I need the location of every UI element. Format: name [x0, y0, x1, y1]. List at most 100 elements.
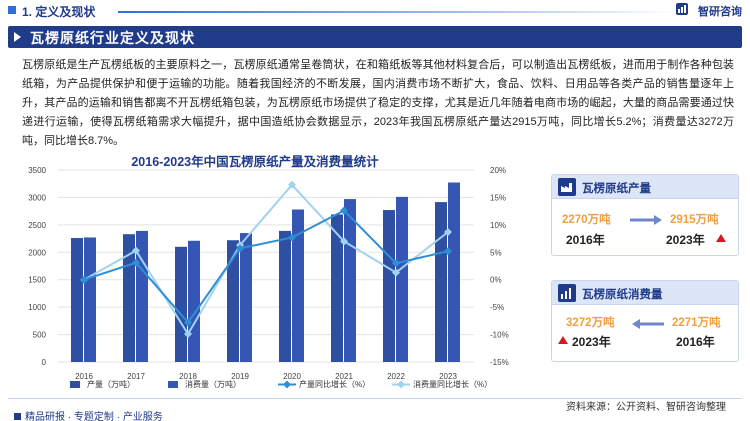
x-tick-label: 2016 — [75, 372, 93, 381]
legend-swatch — [70, 381, 80, 388]
header-rule — [118, 11, 678, 13]
consumption-card-title: 瓦楞原纸消费量 — [582, 289, 663, 301]
consumption-card-header: 瓦楞原纸消费量 — [552, 281, 738, 305]
bar — [279, 230, 291, 362]
right-arrow-icon — [630, 215, 662, 225]
series-line — [83, 209, 449, 325]
left-arrow-icon — [632, 319, 664, 329]
line-point — [132, 246, 140, 255]
production-to-year: 2023年 — [666, 233, 705, 247]
source-note: 资料来源：公开资料、智研咨询整理 — [566, 402, 726, 413]
consumption-to-value: 3272万吨 — [566, 317, 615, 329]
x-tick-label: 2017 — [127, 372, 145, 381]
factory-icon — [558, 178, 576, 196]
y-right-tick-label: 5% — [490, 248, 502, 257]
y-right-tick-label: -10% — [490, 331, 509, 340]
footer-item[interactable]: 专题定制 — [73, 412, 114, 421]
y-left-tick-label: 500 — [33, 331, 47, 340]
bar — [448, 182, 460, 362]
line-point — [80, 275, 88, 284]
consumption-from-year: 2016年 — [676, 335, 715, 349]
production-from-year: 2016年 — [566, 233, 605, 247]
legend-swatch — [283, 380, 291, 389]
chart-title: 2016-2023年中国瓦楞原纸产量及消费量统计 — [131, 155, 379, 169]
production-card-title: 瓦楞原纸产量 — [582, 183, 651, 195]
line-point — [392, 268, 400, 277]
legend-label: 消费量同比增长（%） — [413, 379, 492, 389]
line-point — [340, 206, 348, 215]
bar — [396, 196, 408, 362]
bar — [331, 214, 343, 362]
increase-arrow-icon — [558, 336, 568, 344]
legend-swatch — [397, 380, 405, 389]
y-left-tick-label: 3000 — [28, 193, 46, 202]
consumption-from-value: 2271万吨 — [672, 317, 721, 329]
footer-rule — [8, 398, 742, 399]
production-from-value: 2270万吨 — [562, 214, 611, 226]
x-tick-label: 2021 — [335, 372, 353, 381]
title-banner: 瓦楞原纸行业定义及现状 — [8, 26, 742, 48]
x-tick-label: 2022 — [387, 372, 405, 381]
banner-arrow-icon — [14, 32, 21, 42]
line-point — [184, 318, 192, 327]
production-card: 瓦楞原纸产量 2270万吨 2016年 2915万吨 2023年 — [551, 174, 739, 256]
y-right-tick-label: 20% — [490, 166, 506, 175]
line-point — [288, 180, 296, 189]
y-right-tick-label: 10% — [490, 221, 506, 230]
y-right-tick-label: -5% — [490, 303, 504, 312]
line-point — [340, 237, 348, 246]
bar — [435, 202, 447, 362]
y-left-tick-label: 1500 — [28, 276, 46, 285]
production-card-header: 瓦楞原纸产量 — [552, 175, 738, 199]
footer-separator: · — [67, 412, 72, 421]
line-point — [392, 259, 400, 268]
section-marker — [8, 6, 16, 14]
bar — [240, 233, 252, 362]
brand-name: 智研咨询 — [698, 6, 742, 18]
bar — [292, 209, 304, 362]
y-right-tick-label: -15% — [490, 358, 509, 367]
x-tick-label: 2018 — [179, 372, 197, 381]
footer-item[interactable]: 产业服务 — [122, 412, 163, 421]
line-point — [132, 258, 140, 267]
line-point — [444, 247, 452, 256]
footer-item[interactable]: 精品研报 — [25, 412, 65, 421]
x-tick-label: 2023 — [439, 372, 457, 381]
section-title: 1. 定义及现状 — [22, 5, 96, 19]
bar — [123, 234, 135, 362]
x-tick-label: 2020 — [283, 372, 301, 381]
line-point — [288, 233, 296, 242]
y-left-tick-label: 1000 — [28, 303, 46, 312]
legend-swatch — [168, 381, 178, 388]
bar — [84, 237, 96, 362]
combo-chart: 0 500 1000 1500 2000 2500 3000 3500 -15% -10% -5% 0… — [28, 166, 509, 389]
top-bar: 1. 定义及现状 智研咨询 — [0, 0, 750, 22]
legend-label: 消费量（万吨） — [185, 379, 241, 389]
y-left-tick-label: 2000 — [28, 248, 46, 257]
bar — [344, 199, 356, 362]
bar — [175, 246, 187, 362]
y-right-tick-label: 0% — [490, 276, 502, 285]
footer-separator: · — [116, 412, 121, 421]
bar — [71, 238, 83, 362]
bar — [188, 240, 200, 362]
footer-marker-icon — [14, 413, 21, 420]
line-point — [184, 330, 192, 339]
increase-arrow-icon — [716, 234, 726, 242]
bar — [383, 210, 395, 362]
consumption-to-year: 2023年 — [572, 335, 611, 349]
legend-label: 产量同比增长（%） — [299, 379, 370, 389]
y-left-tick-label: 3500 — [28, 166, 46, 175]
consumption-card: 瓦楞原纸消费量 3272万吨 2023年 2271万吨 2016年 — [551, 280, 739, 362]
intro-paragraph: 瓦楞原纸是生产瓦楞纸板的主要原料之一，瓦楞原纸通常呈卷筒状，在和箱纸板等其他材料… — [22, 59, 734, 147]
x-tick-label: 2019 — [231, 372, 249, 381]
page-title: 瓦楞原纸行业定义及现状 — [30, 30, 195, 46]
line-point — [444, 227, 452, 236]
y-left-tick-label: 2500 — [28, 221, 46, 230]
chart-growth-icon — [558, 284, 576, 302]
y-left-tick-label: 0 — [42, 358, 47, 367]
series-line — [83, 183, 449, 336]
legend-label: 产量（万吨） — [87, 379, 135, 389]
bar — [227, 240, 239, 362]
brand-logo-icon — [676, 3, 688, 15]
